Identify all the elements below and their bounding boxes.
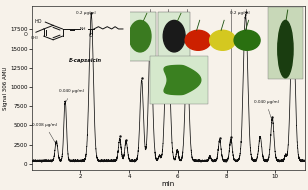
Text: 0.008 μg/ml: 0.008 μg/ml [33,123,57,142]
Y-axis label: Signal 306 AMU: Signal 306 AMU [3,66,9,110]
Text: 0.040 μg/ml: 0.040 μg/ml [59,89,83,101]
X-axis label: min: min [161,180,175,187]
Text: 0.2 μg/ml: 0.2 μg/ml [76,11,95,18]
Text: 0.2 μg/ml: 0.2 μg/ml [230,11,250,18]
Text: 0.040 μg/ml: 0.040 μg/ml [254,100,278,119]
